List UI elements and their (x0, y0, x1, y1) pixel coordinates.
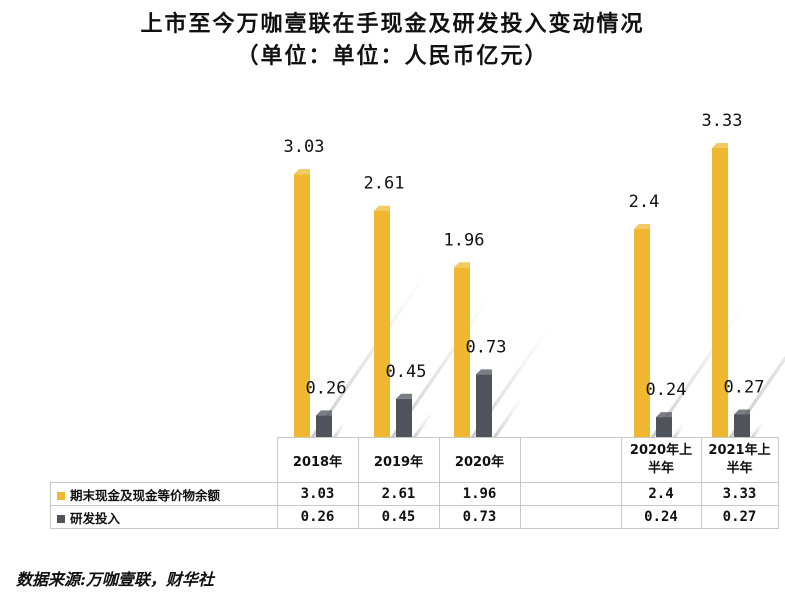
table-cell (520, 483, 621, 506)
bar-shadow (332, 423, 346, 438)
value-label-cash: 2.4 (629, 192, 660, 212)
bar-chart: 3.03 0.26 2.61 0.45 1.96 0.73 2.4 0.24 3.33 0.27 (0, 0, 785, 440)
legend-swatch-cash (57, 492, 65, 500)
table-header-cell: 2020年上 半年 (621, 438, 701, 483)
table-header-cell (520, 438, 621, 483)
legend-label: 期末现金及现金等价物余额 (70, 488, 220, 503)
bar-top (476, 369, 492, 374)
value-label-cash: 1.96 (444, 230, 485, 250)
table-cell: 3.03 (277, 483, 358, 506)
table-cell: 0.27 (701, 506, 778, 529)
source-note: 数据来源:万咖壹联，财华社 (16, 566, 214, 590)
value-label-rd: 0.27 (724, 377, 765, 397)
value-label-rd: 0.26 (306, 378, 347, 398)
bar-top (396, 394, 412, 399)
bar-shadow (750, 423, 765, 438)
bar-cash (634, 229, 650, 438)
bar-rd (734, 414, 750, 438)
value-label-cash: 3.33 (702, 111, 743, 131)
table-cell: 0.24 (621, 506, 701, 529)
table-cell: 0.73 (439, 506, 520, 529)
table-cell: 0.45 (358, 506, 439, 529)
bar-top (634, 224, 650, 229)
value-label-cash: 2.61 (364, 174, 405, 194)
table-cell: 3.33 (701, 483, 778, 506)
bar-top (454, 262, 470, 267)
value-label-rd: 0.45 (386, 362, 427, 382)
legend-cash: 期末现金及现金等价物余额 (51, 483, 278, 506)
table-cell: 2.4 (621, 483, 701, 506)
bar-rd (396, 399, 412, 438)
bar-rd (656, 417, 672, 438)
bar-top (656, 412, 672, 417)
legend-swatch-rd (57, 515, 65, 523)
table-header-cell: 2018年 (277, 438, 358, 483)
bar-shadow (412, 413, 434, 438)
bar-top (734, 409, 750, 414)
data-table: 2018年 2019年 2020年 2020年上 半年 2021年上 半年 期末… (50, 437, 779, 529)
bar-shadow (728, 250, 785, 439)
legend-label: 研发投入 (70, 511, 120, 526)
bar-cash (294, 174, 310, 438)
bar-rd (476, 374, 492, 438)
table-row: 期末现金及现金等价物余额 3.03 2.61 1.96 2.4 3.33 (51, 483, 779, 506)
table-header-cell: 2021年上 半年 (701, 438, 778, 483)
bar-cash (374, 211, 390, 438)
bar-top (294, 169, 310, 174)
table-cell: 2.61 (358, 483, 439, 506)
bar-top (316, 410, 332, 415)
table-cell: 1.96 (439, 483, 520, 506)
bar-top (712, 143, 728, 148)
table-header-cell: 2020年 (439, 438, 520, 483)
bar-shadow (672, 424, 685, 438)
bar-top (374, 206, 390, 211)
table-row: 研发投入 0.26 0.45 0.73 0.24 0.27 (51, 506, 779, 529)
table-header-cell: 2019年 (358, 438, 439, 483)
value-label-cash: 3.03 (284, 137, 325, 157)
table-cell: 0.26 (277, 506, 358, 529)
table-cell (520, 506, 621, 529)
value-label-rd: 0.24 (646, 380, 687, 400)
table-corner (51, 438, 278, 483)
value-label-rd: 0.73 (466, 337, 507, 357)
legend-rd: 研发投入 (51, 506, 278, 529)
table-header-row: 2018年 2019年 2020年 2020年上 半年 2021年上 半年 (51, 438, 779, 483)
bar-rd (316, 415, 332, 438)
